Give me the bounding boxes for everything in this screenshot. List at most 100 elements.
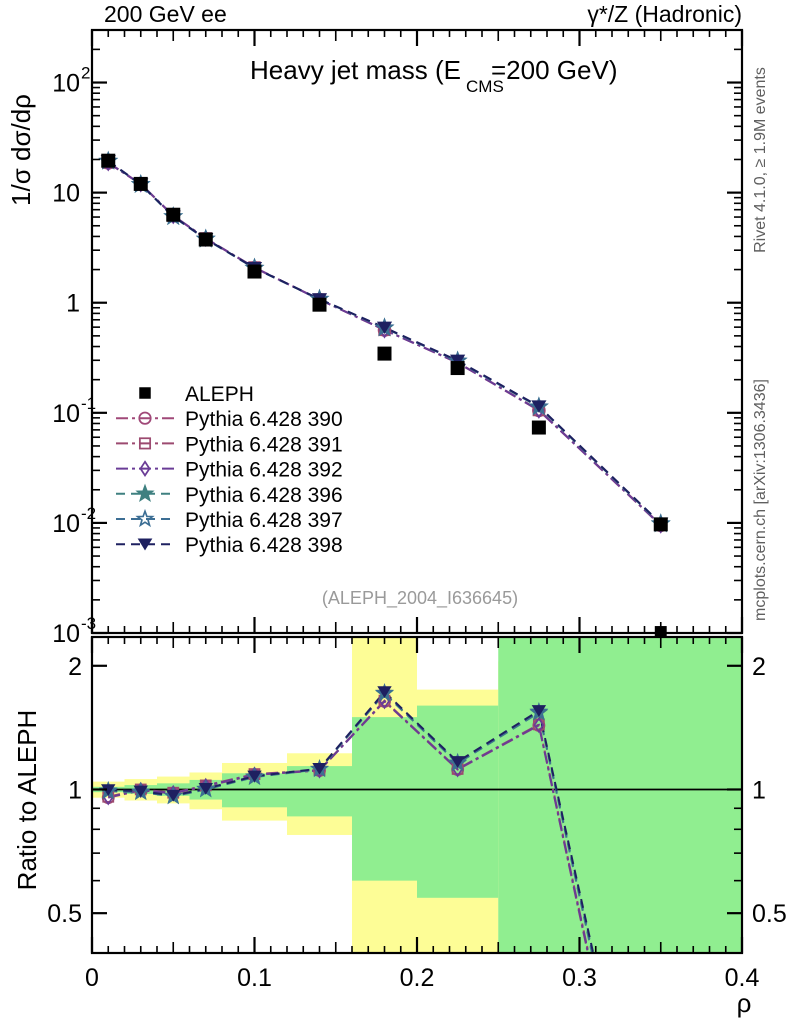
data-marker-filled-triangle-down [198,782,213,795]
header-right: γ*/Z (Hadronic) [587,1,742,27]
title-part-1: Heavy jet mass (E [250,55,461,85]
marker-shape [531,420,546,435]
data-marker-filled-square [653,517,668,532]
data-marker-filled-square [312,297,327,312]
aleph-data-points [101,153,668,532]
ytick-label-ratio: 1 [68,776,82,804]
ytick-label-main: 10 [52,400,80,428]
marker-shape [138,411,152,425]
marker-shape [101,784,116,796]
data-marker-filled-triangle-down [133,785,148,798]
data-marker-filled-triangle-down [531,400,547,413]
marker-shape [139,387,151,399]
ytick-label-exponent: -1 [81,394,96,413]
legend-item[interactable]: Pythia 6.428 396 [116,483,343,507]
legend-item[interactable]: ALEPH [139,383,254,406]
legend-item-label: Pythia 6.428 396 [185,484,343,507]
error-band-green [579,637,742,953]
ratio-panel-series [98,683,595,953]
ytick-label-ratio-right: 0.5 [752,900,786,928]
marker-shape [166,207,181,222]
marker-shape [138,437,152,450]
data-marker-filled-triangle-down [376,321,393,335]
ytick-label-main: 10 [52,620,80,648]
marker-shape [198,782,213,795]
legend-item[interactable]: Pythia 6.428 398 [116,534,343,557]
legend-item[interactable]: Pythia 6.428 397 [116,508,343,532]
data-marker-open-diamond [139,460,151,477]
legend-item-label: Pythia 6.428 391 [185,433,343,456]
data-marker-filled-triangle-down [101,784,116,796]
error-band-green [352,717,417,881]
ytick-label-exponent: -3 [81,614,96,633]
axes-group [90,28,744,955]
legend-item[interactable]: Pythia 6.428 390 [116,408,343,431]
ytick-label-exponent: 2 [81,64,90,83]
legend-item-label: Pythia 6.428 398 [185,534,343,557]
xtick-label: 0.2 [400,964,435,992]
marker-shape [101,153,116,168]
marker-shape [133,176,148,191]
header-left: 200 GeV ee [104,1,227,27]
marker-shape [377,686,392,698]
title-part-2: =200 GeV) [491,55,617,85]
series-line [107,160,662,525]
data-marker-open-circle [138,411,152,425]
xtick-label: 0 [85,964,99,992]
legend-item-label: Pythia 6.428 392 [185,459,343,482]
xtick-label: 0.1 [237,964,272,992]
data-marker-filled-triangle-down [312,763,327,775]
marker-shape [450,361,465,376]
ratio-series-line [108,690,595,953]
marker-shape [533,716,545,734]
marker-shape [135,508,155,528]
data-marker-filled-triangle-down [166,789,181,802]
ratio-panel-frame [90,635,744,955]
ytick-label-ratio: 2 [68,653,82,681]
ytick-label-ratio: 0.5 [47,900,82,928]
legend-item-label: Pythia 6.428 397 [185,509,343,532]
xtick-label: 0.3 [562,964,597,992]
data-marker-filled-square [139,387,151,399]
marker-shape [247,770,262,783]
data-marker-filled-triangle-down [137,538,153,551]
marker-shape [312,763,327,775]
marker-shape [135,483,155,502]
data-marker-filled-triangle-down [377,686,392,698]
marker-shape [376,321,393,335]
ytick-label-ratio-right: 2 [752,653,766,681]
main-panel-title: Heavy jet mass (E CMS=200 GeV) [250,55,617,96]
legend-item[interactable]: Pythia 6.428 391 [116,433,343,456]
ytick-label-main: 10 [52,70,80,98]
error-band-group [92,637,742,953]
marker-shape [377,346,392,361]
ytick-label-exponent: -2 [81,504,96,523]
dataset-watermark: (ALEPH_2004_I636645) [322,588,518,609]
ratio-yaxis-title: Ratio to ALEPH [12,710,42,891]
ytick-label-main: 10 [52,180,80,208]
xtick-label: 0.4 [725,964,760,992]
side-note-rivet: Rivet 4.1.0, ≥ 1.9M events [752,67,769,253]
data-marker-filled-triangle-down [247,770,262,783]
marker-shape [450,354,466,368]
main-yaxis-title: 1/σ dσ/dρ [6,94,36,206]
data-marker-open-square [138,437,152,450]
marker-shape [531,400,547,413]
data-marker-filled-triangle-down [450,756,465,768]
marker-shape [166,789,181,802]
data-marker-filled-star [135,483,155,502]
data-marker-filled-square [450,361,465,376]
legend-item[interactable]: Pythia 6.428 392 [116,459,343,482]
marker-shape [198,232,213,247]
marker-shape [133,785,148,798]
side-note-mcplots: mcplots.cern.ch [arXiv:1306.3436] [752,379,769,621]
title-subscript: CMS [466,77,504,96]
marker-shape [653,517,668,532]
marker-shape [139,460,151,477]
data-marker-open-diamond [533,716,545,734]
error-band-green [498,637,580,953]
ytick-label-main: 10 [52,510,80,538]
